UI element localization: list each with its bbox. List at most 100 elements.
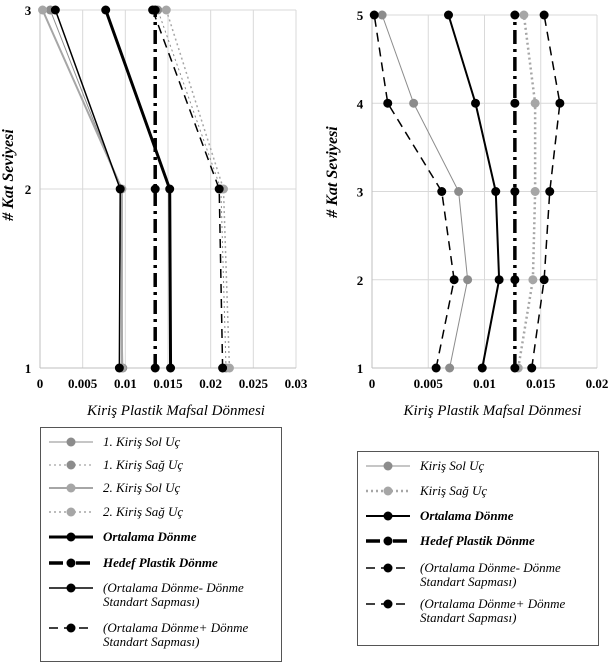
x-tick-label: 0.01 <box>473 376 496 391</box>
x-tick-label: 0.005 <box>68 376 98 391</box>
data-point <box>383 98 393 108</box>
y-tick-label: 4 <box>357 96 364 111</box>
data-point <box>444 10 453 20</box>
series-line <box>517 14 537 369</box>
y-tick-label: 3 <box>357 185 364 200</box>
legend-item: Kiriş Sol Uç <box>358 458 598 488</box>
legend-label: 2. Kiriş Sağ Uç <box>103 504 184 519</box>
data-point <box>519 10 529 20</box>
data-point <box>148 5 158 15</box>
y-axis-title: # Kat Seviyesi <box>324 126 341 219</box>
y-tick-label: 2 <box>25 182 32 197</box>
legend-left: 1. Kiriş Sol Uç 1. Kiriş Sağ Uç 2. Kiriş S… <box>40 427 282 662</box>
legend-swatch <box>49 460 93 470</box>
legend-swatch <box>49 507 93 517</box>
data-point <box>218 363 228 373</box>
data-point <box>539 275 549 285</box>
y-axis-title: # Kat Seviyesi <box>0 129 17 222</box>
legend-label: Ortalama Dönme <box>103 529 197 544</box>
data-point <box>477 363 487 373</box>
data-point <box>166 363 176 373</box>
legend-label: Hedef Plastik Dönme <box>420 533 535 548</box>
y-tick-label: 3 <box>25 3 32 18</box>
x-tick-label: 0.02 <box>586 376 609 391</box>
legend-swatch <box>49 623 93 633</box>
legend-item: (Ortalama Dönme- Dönme Standart Sapması) <box>41 580 281 610</box>
data-point <box>545 187 555 196</box>
data-point <box>165 184 175 194</box>
data-point <box>530 187 540 196</box>
legend-swatch <box>366 563 410 573</box>
data-point <box>510 98 520 108</box>
legend-label: Kiriş Sağ Uç <box>420 483 488 498</box>
data-point <box>510 10 520 20</box>
legend-label: (Ortalama Dönme- Dönme Standart Sapması) <box>103 580 244 609</box>
legend-item: 2. Kiriş Sağ Uç <box>41 504 281 534</box>
x-tick-label: 0.005 <box>414 376 444 391</box>
data-point <box>449 275 459 285</box>
legend-label: (Ortalama Dönme+ Dönme Standart Sapması) <box>103 620 249 649</box>
y-tick-label: 1 <box>25 361 32 376</box>
data-point <box>377 10 387 20</box>
legend-label: 1. Kiriş Sağ Uç <box>103 457 184 472</box>
data-point <box>114 363 124 373</box>
data-point <box>510 187 520 196</box>
legend-swatch <box>366 486 410 496</box>
data-point <box>510 363 520 373</box>
x-axis-title: Kiriş Plastik Mafsal Dönmesi <box>86 403 265 419</box>
data-point <box>510 275 520 285</box>
legend-swatch <box>366 536 410 546</box>
data-point <box>150 363 160 373</box>
legend-swatch <box>49 532 93 542</box>
data-point <box>101 5 111 15</box>
data-point <box>454 187 464 196</box>
x-tick-label: 0 <box>37 376 44 391</box>
data-point <box>471 98 480 108</box>
data-point <box>555 98 565 108</box>
data-point <box>38 5 48 15</box>
data-point <box>528 275 538 285</box>
data-point <box>445 363 455 373</box>
legend-swatch <box>49 483 93 493</box>
data-point <box>463 275 473 285</box>
legend-label: (Ortalama Dönme- Dönme Standart Sapması) <box>420 560 561 589</box>
data-point <box>224 363 234 373</box>
legend-right: Kiriş Sol Uç Kiriş Sağ Uç Ortalama Dönme He… <box>357 451 599 646</box>
legend-item: Ortalama Dönme <box>41 529 281 559</box>
legend-swatch <box>49 437 93 447</box>
y-tick-label: 5 <box>357 8 364 23</box>
legend-swatch <box>366 511 410 521</box>
data-point <box>527 363 537 373</box>
y-tick-label: 1 <box>357 361 364 376</box>
chart-1: 0 0.005 0.01 0.015 0.02 1 2 3 4 5 Kiriş Plastik Ma… <box>324 8 608 419</box>
legend-item: 2. Kiriş Sol Uç <box>41 480 281 510</box>
data-point <box>161 5 171 15</box>
legend-item: Kiriş Sağ Uç <box>358 483 598 513</box>
x-tick-label: 0.015 <box>526 376 556 391</box>
legend-label: 1. Kiriş Sol Uç <box>103 434 181 449</box>
x-tick-label: 0.02 <box>199 376 222 391</box>
legend-item: Ortalama Dönme <box>358 508 598 538</box>
data-point <box>50 5 60 15</box>
data-point <box>539 10 549 20</box>
data-point <box>115 184 125 194</box>
x-tick-label: 0.03 <box>285 376 308 391</box>
legend-swatch <box>49 558 93 568</box>
x-tick-label: 0.015 <box>153 376 183 391</box>
legend-label: 2. Kiriş Sol Uç <box>103 480 181 495</box>
legend-label: Ortalama Dönme <box>420 508 514 523</box>
chart-0: 0 0.005 0.01 0.015 0.02 0.025 0.03 1 2 3 Kiriş Pla… <box>0 3 308 419</box>
legend-item: (Ortalama Dönme+ Dönme Standart Sapması) <box>41 620 281 650</box>
y-tick-label: 2 <box>357 273 364 288</box>
legend-swatch <box>366 599 410 609</box>
data-point <box>369 10 379 20</box>
data-point <box>431 363 441 373</box>
legend-item: (Ortalama Dönme- Dönme Standart Sapması) <box>358 560 598 590</box>
series-line <box>373 14 455 369</box>
legend-item: 1. Kiriş Sol Uç <box>41 434 281 464</box>
data-point <box>530 98 540 108</box>
data-point <box>437 187 447 196</box>
x-axis-title: Kiriş Plastik Mafsal Dönmesi <box>403 403 582 419</box>
legend-item: 1. Kiriş Sağ Uç <box>41 457 281 487</box>
